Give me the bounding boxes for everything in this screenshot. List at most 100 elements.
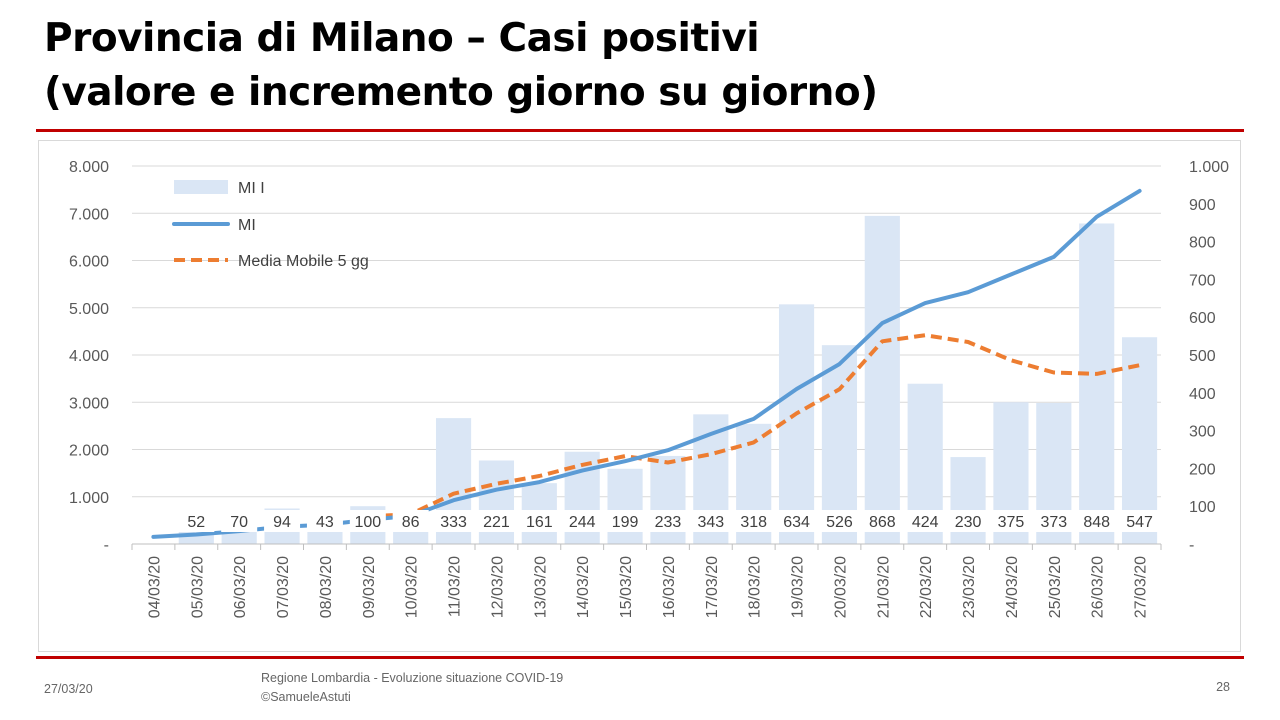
data-label-bg: [1121, 510, 1158, 532]
x-tick-label: 10/03/20: [404, 556, 421, 618]
y-left-tick-label: 7.000: [69, 206, 109, 223]
footer-divider: [36, 656, 1244, 659]
data-label-bg: [306, 510, 343, 532]
y-left-tick-label: 3.000: [69, 395, 109, 412]
bar: [1121, 337, 1158, 544]
y-right-tick-label: 200: [1189, 461, 1216, 478]
data-label-bg: [435, 510, 472, 532]
bar: [864, 215, 900, 544]
y-right-tick-label: 800: [1189, 235, 1216, 252]
y-left-tick-label: 2.000: [69, 443, 109, 460]
y-right-tick-label: 600: [1189, 310, 1216, 327]
bar: [607, 468, 643, 544]
y-left-tick-label: 1.000: [69, 490, 109, 507]
x-tick-label: 04/03/20: [146, 556, 163, 618]
title-line-1: Provincia di Milano – Casi positivi: [44, 16, 760, 61]
page-number: 28: [1216, 680, 1230, 694]
data-label-bg: [778, 510, 815, 532]
slide-title: Provincia di Milano – Casi positivi (val…: [44, 12, 878, 120]
x-tick-label: 26/03/20: [1090, 556, 1107, 618]
y-left-tick-label: 8.000: [69, 159, 109, 176]
data-label: 70: [230, 514, 248, 531]
data-label: 94: [273, 514, 291, 531]
data-label: 221: [483, 514, 510, 531]
data-label-bg: [264, 510, 301, 532]
y-right-tick-label: -: [1189, 537, 1194, 554]
bar: [1079, 223, 1115, 544]
data-label: 86: [402, 514, 420, 531]
x-tick-label: 16/03/20: [661, 556, 678, 618]
data-label: 199: [612, 514, 639, 531]
x-tick-label: 25/03/20: [1047, 556, 1064, 618]
y-right-tick-label: 400: [1189, 386, 1216, 403]
data-label: 375: [998, 514, 1025, 531]
chart-frame: - 1.000 2.000 3.000 4.000 5.000 6.000 7.000 8.00…: [38, 140, 1241, 652]
data-label-bg: [649, 510, 686, 532]
y-right-tick-label: 300: [1189, 424, 1216, 441]
data-label-bg: [607, 510, 644, 532]
data-label: 424: [912, 514, 939, 531]
x-tick-label: 22/03/20: [918, 556, 935, 618]
series-line-moving-average: [367, 333, 1140, 519]
title-divider: [36, 129, 1244, 132]
x-tick-label: 18/03/20: [747, 556, 764, 618]
x-tick-label: 19/03/20: [790, 556, 807, 618]
y-left-tick-label: 6.000: [69, 254, 109, 271]
x-tick-label: 14/03/20: [575, 556, 592, 618]
data-label-bg: [392, 510, 429, 532]
data-label: 868: [869, 514, 896, 531]
data-label-bg: [1035, 510, 1072, 532]
x-tick-label: 09/03/20: [361, 556, 378, 618]
data-label: 161: [526, 514, 553, 531]
x-tick-label: 11/03/20: [447, 556, 464, 617]
data-label: 848: [1083, 514, 1110, 531]
data-label-bg: [521, 510, 558, 532]
y-right-tick-label: 900: [1189, 197, 1216, 214]
x-tick-label: 21/03/20: [875, 556, 892, 618]
data-label-bg: [907, 510, 944, 532]
data-label: 43: [316, 514, 334, 531]
data-label-bg: [950, 510, 987, 532]
x-tick-label: 05/03/20: [189, 556, 206, 618]
x-tick-label: 13/03/20: [532, 556, 549, 618]
x-tick-label: 12/03/20: [489, 556, 506, 618]
data-label-bg: [478, 510, 515, 532]
data-label: 52: [187, 514, 205, 531]
footer-copyright: ©SamueleAstuti: [261, 690, 351, 704]
data-label: 526: [826, 514, 853, 531]
x-tick-label: 15/03/20: [618, 556, 635, 618]
data-label: 634: [783, 514, 810, 531]
data-label-bg: [178, 510, 215, 532]
data-label-bg: [221, 510, 258, 532]
data-label-bg: [735, 510, 772, 532]
data-label: 373: [1040, 514, 1067, 531]
data-label: 547: [1126, 514, 1153, 531]
x-tick-label: 23/03/20: [961, 556, 978, 618]
y-right-tick-label: 500: [1189, 348, 1216, 365]
data-label: 233: [655, 514, 682, 531]
legend-label: Media Mobile 5 gg: [238, 253, 369, 270]
y-left-tick-label: 5.000: [69, 301, 109, 318]
footer-date: 27/03/20: [44, 682, 93, 696]
legend-swatch-bar: [174, 180, 228, 194]
data-label: 343: [697, 514, 724, 531]
x-tick-label: 20/03/20: [832, 556, 849, 618]
y-right-tick-label: 1.000: [1189, 159, 1229, 176]
bar: [778, 304, 815, 544]
combo-chart: - 1.000 2.000 3.000 4.000 5.000 6.000 7.000 8.00…: [69, 159, 1229, 618]
title-line-2: (valore e incremento giorno su giorno): [44, 70, 878, 115]
x-tick-label: 27/03/20: [1133, 556, 1150, 618]
legend-label: MI: [238, 217, 256, 234]
data-label-bg: [1078, 510, 1115, 532]
data-label-bg: [864, 510, 901, 532]
y-right-tick-label: 100: [1189, 499, 1216, 516]
x-tick-label: 07/03/20: [275, 556, 292, 618]
data-label: 333: [440, 514, 467, 531]
y-right-tick-label: 700: [1189, 272, 1216, 289]
data-label-bg: [349, 510, 386, 532]
x-tick-label: 06/03/20: [232, 556, 249, 618]
data-label-bg: [564, 510, 601, 532]
data-label-bg: [821, 510, 858, 532]
x-tick-label: 17/03/20: [704, 556, 721, 618]
footer-source: Regione Lombardia - Evoluzione situazion…: [261, 669, 563, 707]
